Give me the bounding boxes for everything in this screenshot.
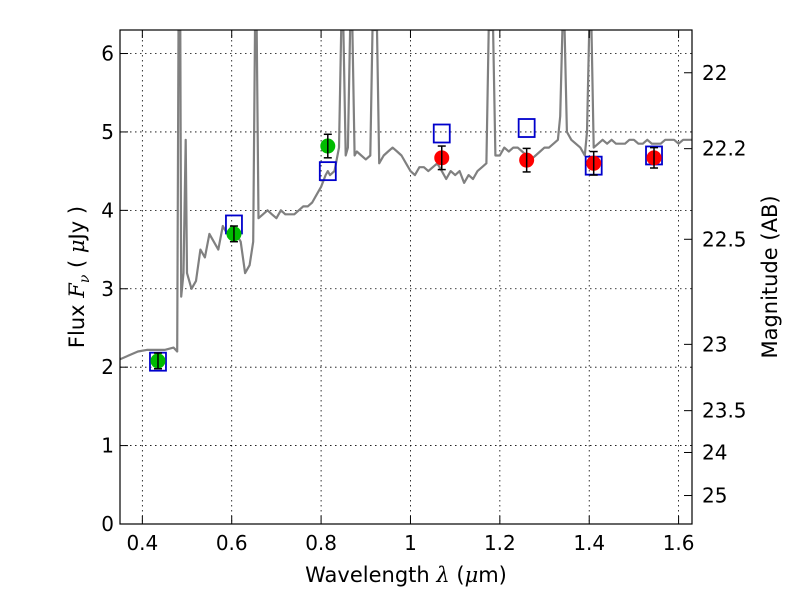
x-tick-label: 1	[404, 531, 417, 555]
photometry-markers	[149, 118, 663, 372]
y-tick-label: 0	[101, 512, 114, 536]
magnitude-tick-label: 22.2	[702, 137, 747, 161]
y-tick-label: 5	[101, 120, 114, 144]
magnitude-tick-label: 25	[702, 484, 727, 508]
x-tick-label: 0.6	[216, 531, 248, 555]
y-tick-label: 3	[101, 277, 114, 301]
y-tick-label: 2	[101, 355, 114, 379]
x-tick-label: 1.6	[663, 531, 695, 555]
magnitude-tick-label: 22	[702, 61, 727, 85]
magnitude-tick-label: 23	[702, 332, 727, 356]
magnitude-tick-label: 24	[702, 440, 727, 464]
x-tick-label: 0.8	[305, 531, 337, 555]
plot-frame	[119, 29, 693, 525]
spectrum-line	[120, 30, 692, 361]
magnitude-axis-label: Magnitude (AB)	[758, 195, 782, 358]
grid	[120, 30, 692, 524]
square-marker	[318, 161, 337, 182]
square-marker	[517, 118, 536, 138]
magnitude-tick-label: 22.5	[702, 227, 747, 251]
x-tick-label: 1.2	[484, 531, 516, 555]
y-tick-label: 1	[101, 434, 114, 458]
x-tick-label: 1.4	[573, 531, 605, 555]
spectrum-layer	[120, 30, 692, 361]
square-marker	[432, 123, 451, 144]
axis-ticks: 0.4 0.6 0.8 1 1.2 1.4 1.601234562222.222.52323…	[101, 30, 747, 555]
x-tick-label: 0.4	[126, 531, 158, 555]
y-tick-label: 4	[101, 198, 114, 222]
magnitude-tick-label: 23.5	[702, 399, 747, 423]
y-axis-label: Flux Fν ( μJy )	[65, 206, 93, 348]
x-axis-label: Wavelength λ (μm)	[305, 563, 507, 587]
y-tick-label: 6	[101, 42, 114, 66]
